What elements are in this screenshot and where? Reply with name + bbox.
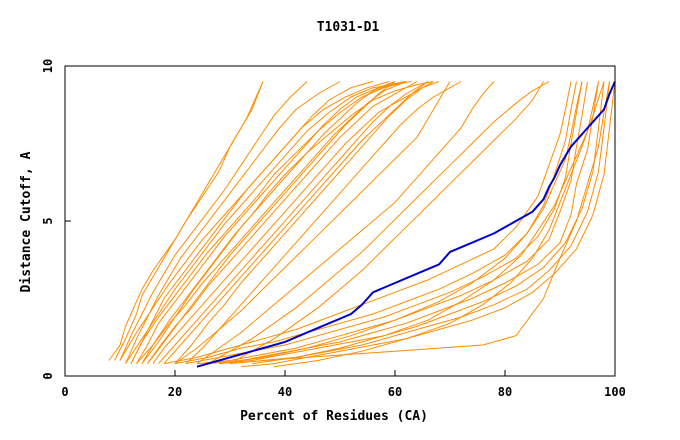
- background-curve-23: [229, 81, 544, 365]
- background-curve-6: [136, 81, 396, 364]
- background-curve-7: [141, 81, 407, 364]
- background-curve-16: [163, 81, 429, 364]
- x-tick-label: 100: [604, 385, 626, 399]
- highlight-curve: [196, 81, 616, 368]
- background-curve-3: [119, 81, 308, 361]
- background-curve-9: [152, 81, 440, 364]
- x-tick-label: 0: [61, 385, 68, 399]
- background-curve-25: [174, 81, 577, 365]
- x-tick-label: 60: [388, 385, 402, 399]
- highlight-curve-line: [196, 81, 616, 368]
- background-curve-21: [174, 81, 451, 365]
- background-curve-34: [251, 81, 599, 365]
- x-axis-ticks: 0 20 40 60 80 100: [61, 370, 626, 399]
- y-axis-ticks: 0 5 10: [41, 59, 71, 380]
- background-curve-24: [163, 81, 572, 365]
- y-axis-label: Distance Cutoff, A: [19, 151, 34, 292]
- background-curve-28: [207, 81, 599, 365]
- y-tick-label: 0: [41, 372, 55, 379]
- chart-title: T1031-D1: [317, 20, 380, 35]
- x-tick-label: 80: [498, 385, 512, 399]
- background-curve-20: [196, 81, 495, 365]
- y-tick-label: 10: [41, 59, 55, 73]
- background-curve-32: [262, 81, 610, 361]
- x-tick-label: 20: [168, 385, 182, 399]
- y-tick-label: 5: [41, 217, 55, 224]
- background-curve-12: [119, 81, 390, 361]
- background-curve-4: [125, 81, 341, 364]
- background-curve-31: [240, 81, 616, 368]
- background-curve-11: [136, 81, 434, 364]
- background-curve-35: [273, 81, 605, 368]
- background-curve-33: [218, 81, 583, 365]
- background-curve-10: [130, 81, 407, 364]
- background-curve-5: [130, 81, 374, 364]
- background-curve-15: [147, 81, 396, 364]
- background-curve-14: [158, 81, 429, 364]
- background-curve-13: [125, 81, 412, 364]
- background-curve-2: [114, 81, 264, 361]
- x-axis-label: Percent of Residues (CA): [240, 409, 428, 424]
- background-curve-19: [185, 81, 462, 364]
- background-curve-22: [207, 81, 550, 365]
- background-curve-29: [218, 81, 605, 365]
- background-curves: [108, 81, 616, 368]
- background-curve-8: [147, 81, 418, 364]
- background-curve-26: [185, 81, 583, 365]
- background-curve-18: [174, 81, 434, 364]
- background-curve-17: [141, 81, 407, 364]
- x-tick-label: 40: [278, 385, 292, 399]
